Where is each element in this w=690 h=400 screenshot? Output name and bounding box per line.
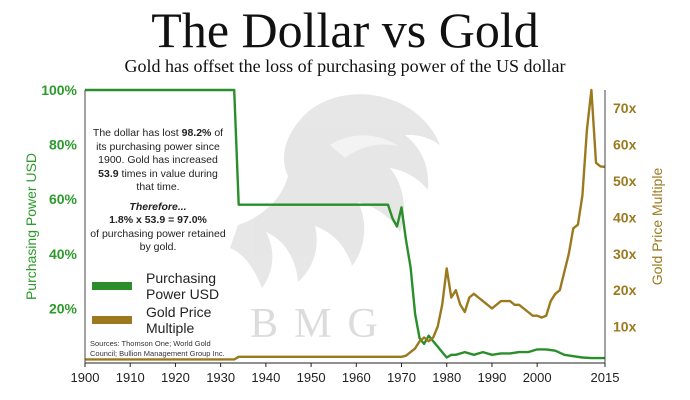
x-tick-label: 1980: [432, 370, 461, 385]
y-right-tick-label: 60x: [613, 137, 637, 153]
series-line-purchasing-power-usd: [85, 88, 605, 360]
annotation-therefore: Therefore...: [129, 200, 187, 213]
y-right-tick-label: 40x: [613, 209, 637, 225]
y-right-tick-label: 10x: [613, 319, 637, 335]
x-tick-label: 1950: [297, 370, 326, 385]
legend-item-gold: Gold Price Multiple: [92, 304, 262, 340]
legend-label-usd: Purchasing Power USD: [146, 270, 220, 302]
sources-note: Sources: Thomson One; World Gold Council…: [90, 339, 225, 358]
y-left-axis-title: Purchasing Power USD: [23, 153, 39, 300]
watermark-text: BMG: [250, 301, 394, 347]
y-left-tick-label: 80%: [49, 137, 78, 153]
legend-swatch-gold: [92, 316, 132, 324]
y-left-tick-label: 100%: [41, 82, 77, 98]
watermark-griffin-icon: [230, 94, 440, 288]
annotation-formula: 1.8% x 53.9 = 97.0%: [109, 214, 207, 226]
y-right-tick-label: 30x: [613, 246, 637, 262]
x-tick-label: 1900: [71, 370, 100, 385]
axis-layer: 1900 1910 1920 1930 1940 1950 1960 1970 1980 1990…: [23, 82, 665, 385]
chart-subtitle: Gold has offset the loss of purchasing p…: [124, 56, 566, 76]
annotation-line: The dollar has lost: [92, 127, 182, 139]
series-layer: [85, 88, 606, 361]
x-tick-label: 1990: [477, 370, 506, 385]
y-right-axis-title: Gold Price Multiple: [649, 168, 665, 286]
x-tick-label: 1960: [342, 370, 371, 385]
x-tick-label: 1970: [387, 370, 416, 385]
y-right-tick-label: 20x: [613, 282, 637, 298]
x-tick-label: 1910: [116, 370, 145, 385]
legend-label-gold: Gold Price Multiple: [146, 304, 212, 336]
y-left-tick-label: 40%: [49, 246, 78, 262]
legend-swatch-usd: [92, 282, 132, 290]
x-tick-label: 2015: [591, 370, 620, 385]
x-tick-label: 2000: [523, 370, 552, 385]
y-right-tick-label: 70x: [613, 100, 637, 116]
annotation-box: The dollar has lost 98.2% of its purchas…: [88, 127, 228, 255]
annotation-value: 53.9: [98, 167, 119, 180]
series-line-gold-price-multiple: [85, 88, 606, 361]
legend-item-usd: Purchasing Power USD: [92, 270, 262, 306]
y-left-tick-label: 60%: [49, 191, 78, 207]
x-tick-label: 1930: [206, 370, 235, 385]
y-left-tick-label: 20%: [49, 300, 78, 316]
annotation-line: times in value during that time.: [118, 167, 218, 194]
annotation-conclusion: of purchasing power retained by gold.: [90, 227, 226, 254]
annotation-text: The dollar has lost 98.2% of its purchas…: [88, 127, 228, 195]
chart-title: The Dollar vs Gold: [151, 2, 539, 58]
annotation-value: 98.2%: [181, 127, 212, 139]
x-tick-label: 1920: [161, 370, 190, 385]
y-right-tick-label: 50x: [613, 173, 637, 189]
x-tick-label: 1940: [251, 370, 280, 385]
annotation-line: of its purchasing power since 1900. Gold…: [96, 127, 224, 166]
